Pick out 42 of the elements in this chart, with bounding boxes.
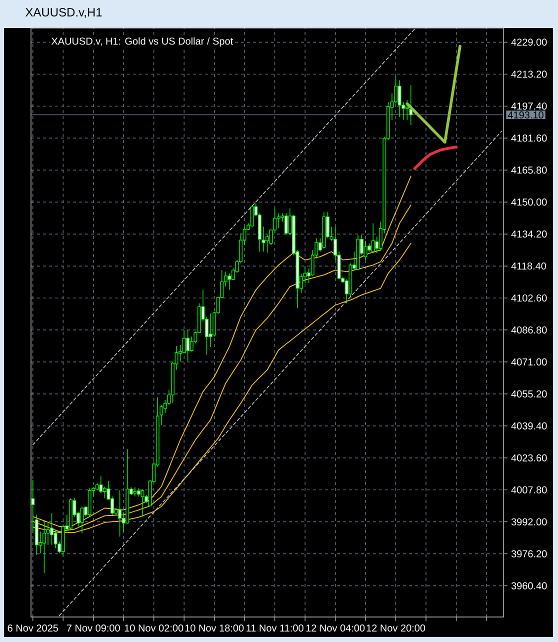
x-tick-label: 12 Nov 04:00: [306, 624, 365, 632]
candlestick: [68, 498, 72, 530]
candlestick: [80, 506, 84, 534]
line-series: [413, 146, 458, 170]
ref-line-label: 4193.10: [508, 111, 544, 119]
y-tick-label: 4150.00: [511, 198, 547, 206]
y-tick-label: 4086.80: [511, 326, 547, 334]
y-tick-label: 3976.20: [511, 550, 547, 558]
y-tick-label: 4071.00: [511, 358, 547, 366]
y-tick-label: 4165.80: [511, 166, 547, 174]
chart-title: XAUUSD.v,H1: [25, 8, 102, 18]
x-tick-label: 7 Nov 09:00: [66, 624, 120, 632]
x-tick-label: 12 Nov 20:00: [366, 624, 426, 632]
candlestick: [284, 212, 288, 236]
x-tick-label: 10 Nov 02:00: [124, 624, 184, 632]
candlestick: [88, 488, 92, 517]
y-tick-label: 4213.20: [511, 70, 547, 78]
x-tick-label: 11 Nov 11:00: [246, 624, 304, 632]
candlestick: [34, 514, 38, 556]
candlestick: [250, 204, 254, 228]
x-tick-label: 6 Nov 2025: [8, 624, 58, 632]
y-tick-label: 4181.60: [511, 134, 547, 142]
y-tick-label: 4039.40: [511, 422, 547, 430]
line-series: [406, 44, 462, 144]
y-tick-label: 4134.20: [511, 230, 547, 238]
candlestick: [186, 330, 190, 362]
y-tick-label: 4055.20: [511, 390, 547, 398]
candlestick: [322, 211, 326, 249]
text: XAUUSD.v, H1: Gold vs US Dollar / Spot: [51, 37, 234, 47]
y-tick-label: 4229.00: [511, 38, 547, 46]
y-tick-label: 4023.60: [511, 454, 547, 462]
y-tick-label: 4102.60: [511, 294, 547, 302]
candlestick: [398, 80, 402, 118]
candlestick: [133, 486, 137, 497]
y-tick-label: 3992.00: [511, 518, 547, 526]
candlestick: [371, 222, 375, 254]
y-tick-label: 4118.40: [511, 262, 546, 270]
y-tick-label: 4007.80: [511, 486, 547, 494]
candlestick: [140, 488, 144, 517]
y-tick-label: 3960.40: [511, 582, 547, 590]
x-tick-label: 10 Nov 18:00: [185, 624, 244, 632]
y-tick-label: 4197.40: [511, 102, 547, 110]
